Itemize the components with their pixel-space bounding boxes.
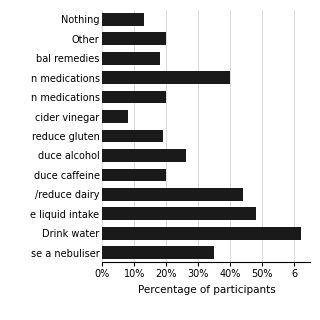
Bar [102,71,230,84]
Bar [102,130,163,142]
Bar [102,52,160,65]
X-axis label: Percentage of participants: Percentage of participants [138,285,275,295]
Bar [102,246,214,259]
Bar [102,13,144,26]
Bar [102,188,243,201]
Bar [102,110,128,123]
Bar [102,207,256,220]
Bar [102,91,166,103]
Bar [102,169,166,181]
Bar [102,227,301,240]
Bar [102,149,186,162]
Bar [102,32,166,45]
